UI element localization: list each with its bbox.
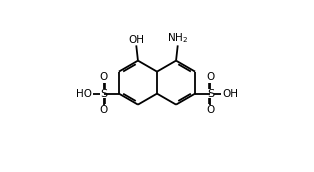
Text: O: O: [100, 72, 108, 82]
Text: S: S: [100, 89, 107, 99]
Text: O: O: [206, 72, 214, 82]
Text: OH: OH: [222, 89, 238, 99]
Text: HO: HO: [76, 89, 92, 99]
Text: O: O: [100, 105, 108, 115]
Text: OH: OH: [128, 35, 144, 45]
Text: O: O: [206, 105, 214, 115]
Text: S: S: [207, 89, 214, 99]
Text: NH$_2$: NH$_2$: [167, 31, 188, 45]
